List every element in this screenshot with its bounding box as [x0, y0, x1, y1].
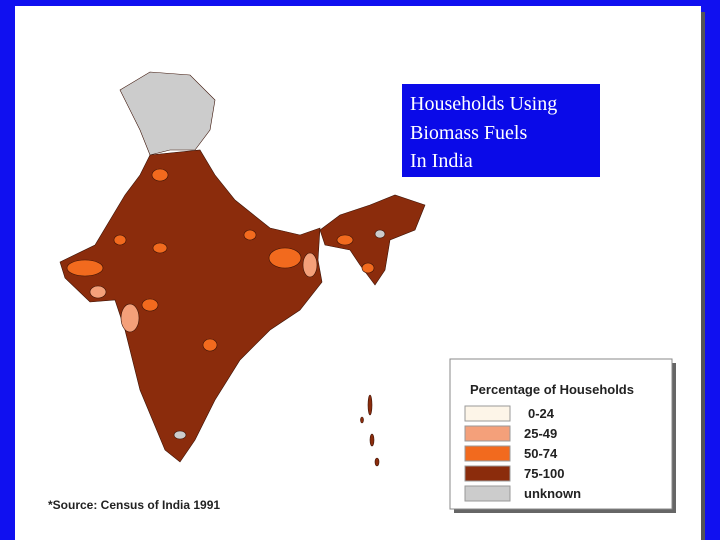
patch — [268, 247, 302, 269]
region-main — [59, 149, 323, 463]
island — [369, 433, 375, 447]
patch — [374, 229, 386, 239]
patch — [89, 285, 107, 299]
legend-label: 75-100 — [524, 466, 564, 481]
legend-title: Percentage of Households — [470, 382, 634, 397]
patch — [113, 234, 127, 246]
map — [59, 71, 426, 467]
patch — [173, 430, 187, 440]
island — [360, 416, 364, 424]
title-line: Households Using — [410, 93, 557, 115]
legend-swatch — [464, 465, 511, 482]
patch — [152, 242, 168, 254]
patch — [120, 303, 140, 333]
patch — [336, 234, 354, 246]
legend-label: 25-49 — [524, 426, 557, 441]
legend-swatch — [464, 425, 511, 442]
patch — [66, 259, 104, 277]
legend-swatch — [464, 405, 511, 422]
patch — [141, 298, 159, 312]
legend-label: unknown — [524, 486, 581, 501]
island — [367, 394, 373, 416]
legend-items: 0-24 25-49 50-74 75-100 unknown — [464, 405, 581, 502]
source: *Source: Census of India 1991 — [48, 498, 220, 512]
legend-label: 50-74 — [524, 446, 558, 461]
legend-swatch — [464, 485, 511, 502]
island — [374, 457, 380, 467]
patch — [302, 252, 318, 278]
patch — [361, 262, 375, 274]
patch — [202, 338, 218, 352]
patch — [243, 229, 257, 241]
legend-label: 0-24 — [528, 406, 555, 421]
title-box — [402, 84, 600, 177]
region-kashmir — [119, 71, 216, 156]
legend-swatch — [464, 445, 511, 462]
title-line: Biomass Fuels — [410, 122, 527, 144]
patch — [151, 168, 169, 182]
region-northeast — [319, 194, 426, 286]
title-line: In India — [410, 150, 473, 172]
